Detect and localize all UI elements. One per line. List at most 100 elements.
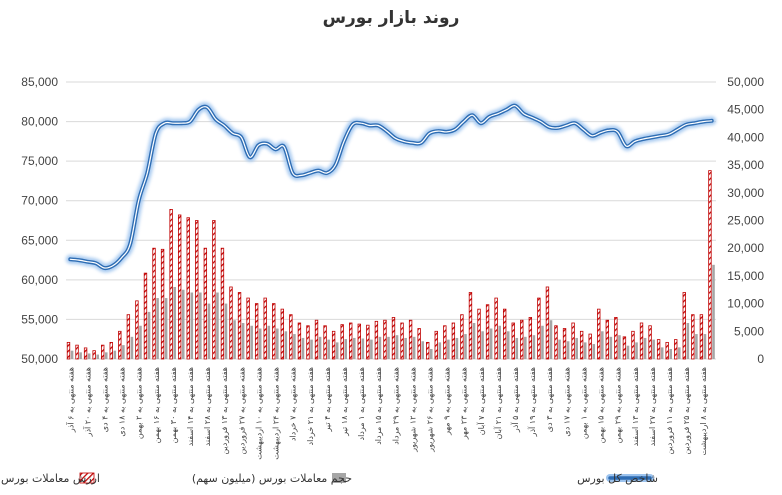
value-bar: [306, 325, 310, 360]
value-bar: [639, 322, 644, 360]
value-bar: [511, 322, 515, 360]
value-bar: [648, 325, 652, 360]
legend-label: ارزش معاملات بورس (میلیارد ریال): [0, 472, 100, 485]
y-right-tick-label: 25,000: [727, 214, 764, 228]
value-bar: [443, 325, 447, 360]
value-bar: [597, 308, 601, 360]
value-bar: [417, 328, 421, 360]
value-bar: [118, 330, 122, 360]
value-bar: [656, 339, 661, 360]
legend-swatch-value: [79, 472, 95, 484]
value-bar: [186, 217, 190, 360]
x-tick-label: هفته منتهی به ۲۹ بهمن: [614, 367, 623, 443]
volume-bar: [284, 331, 288, 359]
x-tick-label: هفته منتهی به ۱۲ شهریور: [408, 367, 417, 453]
value-bar: [691, 314, 695, 360]
value-bar: [408, 319, 413, 360]
x-tick-label: هفته منتهی به ۲۷ فروردین: [237, 367, 246, 455]
volume-bar: [276, 328, 279, 359]
value-bar: [263, 297, 267, 360]
volume-bar: [361, 338, 365, 359]
value-bar: [391, 317, 396, 360]
value-bar: [254, 303, 259, 360]
x-tick-label: هفته منتهی به ۲۳ مهر: [460, 367, 469, 440]
volume-bar: [173, 286, 176, 359]
volume-bar: [404, 337, 407, 359]
value-bar: [383, 319, 387, 360]
x-tick-label: هفته منتهی به ۱۵ مرداد: [374, 367, 383, 445]
volume-bar: [387, 336, 390, 359]
value-bar: [434, 330, 438, 360]
volume-bar: [498, 325, 501, 359]
value-bar: [502, 308, 507, 360]
volume-bar: [643, 337, 647, 359]
x-tick-label: هفته منتهی به ۱۴ اسفند: [186, 367, 195, 446]
y-left-tick-label: 70,000: [21, 194, 58, 208]
volume-bar: [344, 339, 348, 359]
gridlines: [66, 81, 716, 360]
volume-bar: [104, 352, 108, 359]
volume-bar: [583, 342, 587, 359]
x-tick-label: هفته منتهی به ۱۸ تیر: [340, 367, 349, 437]
volume-bar: [566, 341, 570, 359]
volume-bar: [429, 349, 433, 359]
value-bar: [220, 247, 225, 360]
volume-bar: [310, 339, 313, 359]
value-bar: [545, 286, 550, 360]
volume-bar: [207, 303, 211, 359]
y-left-tick-label: 50,000: [21, 352, 58, 366]
x-tick-label: هفته منتهی به ۱۰ اردیبهشت: [254, 367, 263, 460]
value-bar: [289, 314, 293, 360]
volume-bar: [464, 334, 467, 359]
volume-bar: [660, 347, 664, 359]
volume-bar: [216, 292, 219, 359]
x-tick-label: هفته منتهی به ۲۶ شهریور: [426, 367, 435, 453]
value-bar: [314, 319, 319, 360]
y-right-tick-label: 30,000: [727, 186, 764, 200]
volume-bar: [447, 339, 450, 359]
volume-bar: [618, 335, 621, 359]
value-bar: [280, 308, 284, 360]
volume-bar: [79, 352, 82, 359]
x-tick-label: هفته منتهی به ۱۱ فروردین: [665, 367, 674, 455]
volume-bar: [250, 325, 253, 359]
volume-bar: [70, 350, 74, 359]
value-bar: [126, 314, 131, 360]
volume-bar: [199, 292, 202, 359]
volume-bar: [241, 322, 245, 359]
y-left-tick-label: 60,000: [21, 273, 58, 287]
volume-bar: [87, 353, 91, 359]
volume-bar: [472, 322, 476, 359]
value-bar: [460, 314, 464, 360]
value-bar: [237, 292, 242, 360]
x-tick-label: هفته منتهی به ۳۰ بهمن: [169, 367, 178, 443]
value-bar: [477, 308, 481, 360]
volume-bar: [370, 339, 373, 359]
volume-bar: [455, 337, 459, 359]
x-tick-label: هفته منتهی به ۱۶ بهمن: [152, 367, 161, 443]
value-bar: [588, 333, 592, 360]
value-bar: [135, 300, 139, 360]
value-bar: [451, 322, 456, 360]
y-left-tick-label: 55,000: [21, 312, 58, 326]
x-tick-label: هفته منتهی به ۲۸ اسفند: [203, 367, 212, 446]
value-bar: [631, 330, 635, 360]
y-left-tick-label: 65,000: [21, 233, 58, 247]
value-bar: [682, 292, 686, 360]
volume-bar: [652, 339, 655, 359]
x-tick-label: هفته منتهی به ۲۵ فروردین: [682, 367, 691, 455]
value-bar: [520, 319, 524, 360]
y-right-tick-label: 50,000: [727, 75, 764, 89]
volume-bar: [524, 336, 527, 359]
volume-bar: [678, 347, 681, 359]
volume-bar: [395, 335, 399, 359]
x-tick-label: هفته منتهی به ۱۳ اسفند: [631, 367, 640, 446]
value-bar: [246, 297, 250, 360]
volume-bar: [515, 337, 519, 359]
y-right-tick-label: 0: [757, 352, 764, 366]
volume-bar: [532, 335, 536, 359]
x-tick-label: هفته منتهی به ۵ آذر: [510, 367, 520, 433]
value-bar: [143, 272, 148, 360]
y-right-tick-label: 5,000: [734, 324, 764, 338]
